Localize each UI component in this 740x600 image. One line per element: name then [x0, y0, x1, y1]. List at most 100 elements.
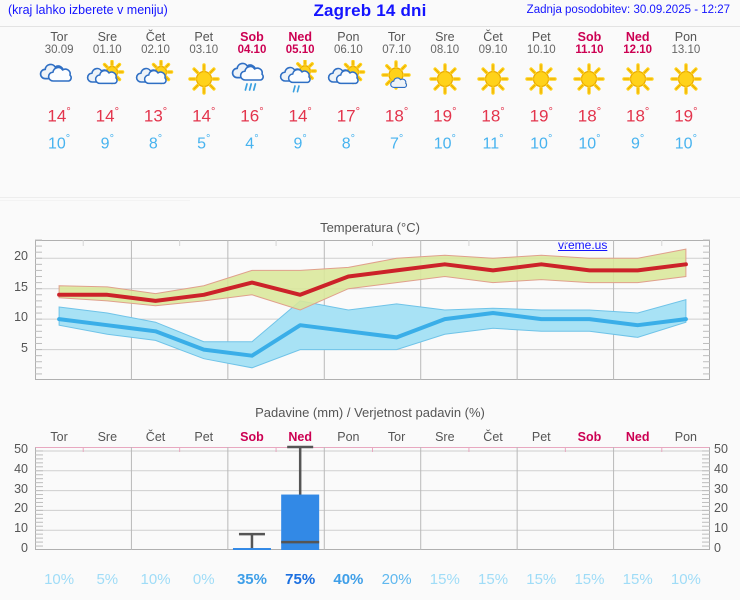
day-name: Pon: [674, 30, 698, 44]
precipitation-y-tick: 0: [21, 541, 28, 555]
day-column[interactable]: Ned 12.10 18° 9°: [612, 30, 664, 155]
max-temperature: 13°: [143, 106, 168, 126]
day-column[interactable]: Ned 05.10 14° 9°: [274, 30, 326, 155]
divider-short: [0, 200, 190, 201]
day-date: 01.10: [92, 44, 122, 56]
sunny-icon: [419, 59, 471, 99]
precipitation-y-tick: 20: [14, 501, 28, 516]
day-name: Pon: [337, 30, 360, 44]
day-date: 30.09: [44, 44, 74, 56]
day-column[interactable]: Sre 08.10 19° 10°: [419, 30, 471, 155]
day-column[interactable]: Čet 02.10 13° 8°: [130, 30, 182, 155]
max-temperature: 16°: [240, 106, 264, 126]
day-column[interactable]: Sob 04.10 16° 4°: [226, 30, 278, 155]
max-temperature: 14°: [288, 106, 312, 126]
precipitation-probability: 15%: [574, 571, 605, 588]
precipitation-day-label: Tor: [387, 430, 406, 444]
min-temperature: 4°: [245, 132, 259, 152]
day-column[interactable]: Sre 01.10 14° 9°: [81, 30, 133, 155]
precipitation-probability: 5%: [96, 571, 119, 588]
precipitation-probability: 10%: [140, 571, 171, 588]
precipitation-probability: 15%: [429, 571, 460, 588]
last-updated: Zadnja posodobitev: 30.09.2025 - 12:27: [526, 4, 730, 16]
page-header: (kraj lahko izberete v meniju) Zagreb 14…: [0, 0, 740, 26]
temperature-plot-area: [35, 240, 710, 380]
day-column[interactable]: Pet 03.10 14° 5°: [178, 30, 230, 155]
rain-icon: [226, 59, 278, 99]
precipitation-day-label: Čet: [483, 430, 503, 444]
day-column[interactable]: Pet 10.10 19° 10°: [515, 30, 567, 155]
day-date: 11.10: [575, 44, 604, 56]
divider-daystrip: [0, 197, 740, 198]
day-name: Tor: [50, 30, 68, 44]
sunny-icon: [467, 59, 519, 99]
min-temperature: 5°: [197, 132, 211, 152]
partly-sunny-icon: [322, 59, 374, 99]
day-date: 09.10: [478, 44, 508, 56]
precipitation-probability: 10%: [44, 571, 75, 588]
min-temperature: 10°: [578, 132, 601, 152]
precipitation-day-label: Pet: [194, 430, 214, 444]
max-temperature: 19°: [674, 106, 698, 126]
precipitation-day-label: Čet: [145, 430, 166, 444]
day-name: Ned: [288, 30, 312, 44]
temperature-y-tick: 20: [14, 249, 28, 264]
day-name: Sob: [577, 30, 602, 44]
precipitation-probability: 40%: [333, 571, 364, 588]
partly-sunny-icon: [81, 59, 133, 99]
cloudy-icon: [33, 59, 85, 99]
day-name: Sob: [240, 30, 264, 44]
day-date: 13.10: [671, 44, 701, 56]
day-column[interactable]: Pon 06.10 17° 8°: [322, 30, 374, 155]
day-column[interactable]: Čet 09.10 18° 11°: [467, 30, 519, 155]
precipitation-y-tick: 40: [14, 461, 28, 476]
min-temperature: 9°: [100, 132, 114, 152]
precipitation-day-label: Sre: [435, 430, 455, 444]
forecast-day-strip: Tor 30.09 14° 10° Sre 01.10 14° 9° Čet 02.10 13° 8°…: [0, 30, 740, 198]
precipitation-day-label: Pet: [531, 430, 551, 444]
day-column[interactable]: Pon 13.10 19° 10°: [660, 30, 712, 155]
min-temperature: 10°: [530, 132, 553, 152]
max-temperature: 18°: [626, 106, 650, 126]
precipitation-day-label: Sob: [577, 430, 602, 444]
sun-small-cloud-icon: [371, 59, 423, 99]
day-column[interactable]: Tor 30.09 14° 10°: [33, 30, 85, 155]
sun-rain-icon: [274, 59, 326, 99]
min-temperature: 9°: [631, 132, 645, 152]
min-temperature: 10°: [433, 132, 456, 152]
min-temperature: 8°: [148, 132, 163, 152]
precipitation-probability: 20%: [381, 571, 412, 588]
precipitation-probability: 15%: [478, 571, 509, 588]
day-name: Pet: [531, 30, 551, 44]
watermark-temperature: vreme.us: [558, 238, 608, 252]
precipitation-y-tick: 50: [714, 441, 728, 456]
precipitation-y-tick: 30: [714, 481, 728, 496]
min-temperature: 11°: [482, 132, 504, 152]
day-column[interactable]: Tor 07.10 18° 7°: [371, 30, 423, 155]
day-date: 05.10: [285, 44, 315, 56]
day-name: Pet: [194, 30, 214, 44]
divider-top: [0, 26, 740, 27]
day-date: 10.10: [526, 44, 556, 56]
max-temperature: 19°: [529, 106, 553, 126]
day-date: 12.10: [623, 44, 653, 56]
precipitation-probability: 0%: [192, 571, 215, 588]
precipitation-probability: 15%: [622, 571, 653, 588]
temperature-y-tick: 15: [14, 279, 28, 294]
sunny-icon: [660, 59, 712, 99]
min-temperature: 7°: [389, 132, 404, 152]
precipitation-y-tick: 30: [14, 481, 28, 496]
temperature-y-tick: 5: [21, 340, 28, 355]
page-title: Zagreb 14 dni: [313, 1, 427, 20]
max-temperature: 18°: [481, 106, 505, 126]
temperature-chart-title: Temperatura (°C): [320, 220, 420, 235]
precipitation-probability: 35%: [236, 571, 267, 588]
precipitation-plot-area: [35, 447, 710, 550]
day-name: Tor: [387, 30, 406, 44]
max-temperature: 14°: [95, 106, 119, 126]
partly-sunny-icon: [130, 59, 182, 99]
min-temperature: 10°: [47, 132, 71, 152]
menu-hint: (kraj lahko izberete v meniju): [8, 3, 168, 17]
precipitation-day-label: Ned: [625, 430, 650, 444]
day-column[interactable]: Sob 11.10 18° 10°: [563, 30, 615, 155]
